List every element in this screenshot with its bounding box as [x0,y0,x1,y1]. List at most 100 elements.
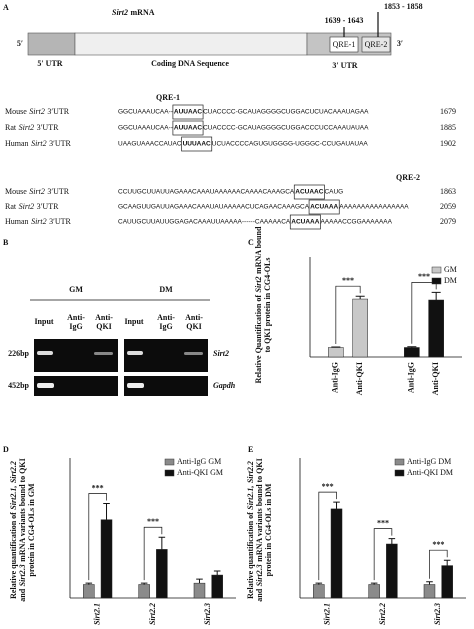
gel [34,339,118,372]
error-bar [140,582,148,585]
motif-box [308,199,340,215]
y-axis-label-part: protein in CG4-OLs in GM [27,483,36,577]
species-label-part: 3′UTR [37,202,59,211]
x-tick-label: Sirt2.1 [92,603,101,625]
sequence: AAAAACCGGAAAAAAA [320,219,392,226]
legend-swatch [394,458,405,466]
sequence: CCUUGCUUAUUAGAAACAAAUAAAAAACAAAACAAAGCA [118,189,295,196]
significance-label: *** [147,517,159,526]
position-number: 1885 [440,123,456,132]
region-label: Coding DNA Sequence [151,59,229,68]
species-label: Rat Sirt2 3′UTR [5,202,59,211]
end-label: 3′ [397,39,403,48]
significance-label: *** [432,540,444,549]
legend-swatch [164,458,175,466]
lane-label: IgG [69,322,82,331]
error-bar [213,570,221,576]
legend-label: GM [444,265,457,274]
y-axis-label-part: mRNA bound [254,226,263,274]
motif-box [293,184,325,200]
x-tick-label: Anti-QKI [431,362,440,395]
legend-label: Anti-QKI DM [407,468,453,477]
lane-label: IgG [159,322,172,331]
legend-label: DM [444,276,457,285]
bar [193,582,206,599]
gene-title: Sirt2 mRNA [112,8,155,17]
y-axis-label: and Sirt2.3 mRNA variants bound to QKI [255,458,264,602]
error-bar [370,582,378,585]
y-axis-label: and Sirt2.3 mRNA variants bound to QKI [18,458,27,602]
lane-label: QKI [96,322,112,331]
error-bar [158,536,166,550]
species-label-part: Sirt2 [29,107,45,116]
sequence: CUACCCC-GCAUAGGGGCUGGACUCUACAAAUAGAA [203,109,369,116]
y-axis-label: Relative quantification of Sirt2.1, Sirt2.… [246,461,255,599]
significance-label: *** [418,272,430,281]
position-number: 1863 [440,187,456,196]
species-label-part: Sirt2 [29,187,45,196]
gene-title-part: mRNA [131,8,155,17]
species-label-part: Sirt2 [31,139,47,148]
group-label: GM [69,285,83,294]
species-label-part: Sirt2 [19,123,35,132]
lane-label: Anti- [185,313,203,322]
species-label-part: Human [5,217,29,226]
y-axis-label-part: Sirt2.1, [246,486,255,510]
cds-box [74,32,308,56]
lane-label: Anti- [95,313,113,322]
x-tick-label: Sirt2.3 [433,603,442,625]
gel-band [37,351,53,355]
error-bar [85,582,93,585]
error-bar [407,346,417,348]
size-label: 452bp [8,381,29,390]
lane-label: Input [34,317,53,326]
motif: AUUAAC [174,125,202,132]
y-axis-label: Relative Quantification of Sirt2 mRNA boun… [254,226,263,383]
panel-letter: D [3,445,9,454]
y-axis-label-part: and [255,588,264,601]
y-axis-label-part: to QKI protein in CG4-OLs [263,258,272,353]
motif: UUUAAC [183,141,211,148]
bar [100,519,113,599]
motif-box [289,214,321,230]
gel-band [127,351,143,355]
y-axis-label-part: Sirt2.2 [246,461,255,483]
gel [124,339,208,372]
x-tick-label: Sirt2.2 [148,603,157,625]
bar [328,347,344,358]
sequence: GCAAGUUGAUUAGAAACAAAUAUAAAAACUCAGAACAAAG… [118,204,310,211]
species-label-part: 3′UTR [49,139,71,148]
bar [428,299,444,358]
region-label: 3′ UTR [332,61,357,70]
bar [313,584,325,599]
error-bar [443,559,451,566]
legend-swatch [164,469,175,477]
species-label: Human Sirt2 3′UTR [5,139,72,148]
bar [352,298,368,358]
species-label-part: 3′UTR [47,187,69,196]
error-bar [103,503,110,520]
y-axis-label-part: Sirt2.1, [9,486,18,510]
legend-swatch [431,277,442,285]
legend-swatch [394,469,405,477]
y-axis-label-part: Relative quantification of [246,512,255,599]
significance-bracket [373,528,393,581]
species-label: Mouse Sirt2 3′UTR [5,187,70,196]
y-axis-label-part: protein in CG4-OLs in DM [264,483,273,576]
motif-box [181,136,213,152]
motif: ACUAAA [310,204,338,211]
gene-label: Sirt2 [213,349,229,358]
motif: AUUAAC [174,109,202,116]
species-label: Rat Sirt2 3′UTR [5,123,59,132]
sequence: CAUG [324,189,343,196]
x-tick-label: Anti-IgG [331,362,340,393]
species-label: Human Sirt2 3′UTR [5,217,72,226]
legend-label: Anti-IgG GM [177,457,221,466]
significance-bracket [335,285,361,345]
gel-band [37,383,54,388]
species-label-part: 3′UTR [49,217,71,226]
y-axis-label-part: Sirt2 [254,276,263,292]
significance-label: *** [377,518,389,527]
significance-bracket [318,491,337,581]
